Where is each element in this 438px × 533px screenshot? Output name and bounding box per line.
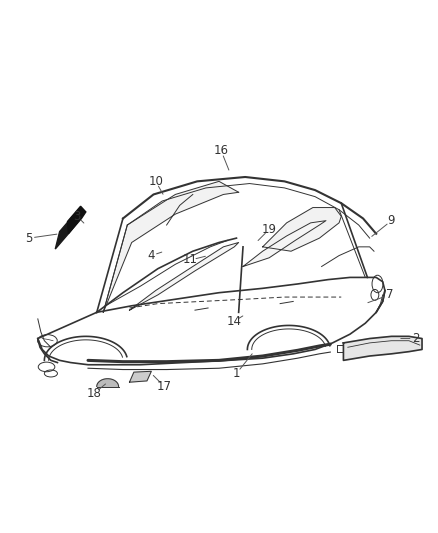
Text: 10: 10 [148, 175, 163, 188]
Polygon shape [67, 206, 86, 234]
Text: 4: 4 [148, 249, 155, 262]
Polygon shape [243, 221, 326, 266]
Text: 11: 11 [183, 254, 198, 266]
Text: 1: 1 [233, 367, 240, 380]
Polygon shape [55, 216, 77, 249]
Text: 5: 5 [25, 232, 33, 245]
Polygon shape [130, 372, 151, 382]
Text: 16: 16 [214, 144, 229, 157]
Text: 9: 9 [388, 214, 395, 227]
Text: 7: 7 [385, 288, 393, 301]
Polygon shape [130, 243, 239, 310]
Text: 3: 3 [74, 210, 81, 223]
Text: 18: 18 [87, 386, 102, 400]
Text: 2: 2 [412, 332, 419, 345]
Polygon shape [97, 379, 119, 386]
Polygon shape [343, 336, 422, 360]
Text: 19: 19 [262, 223, 277, 236]
Text: 14: 14 [227, 314, 242, 328]
Text: 17: 17 [157, 380, 172, 393]
Polygon shape [263, 207, 341, 251]
Polygon shape [103, 181, 239, 312]
